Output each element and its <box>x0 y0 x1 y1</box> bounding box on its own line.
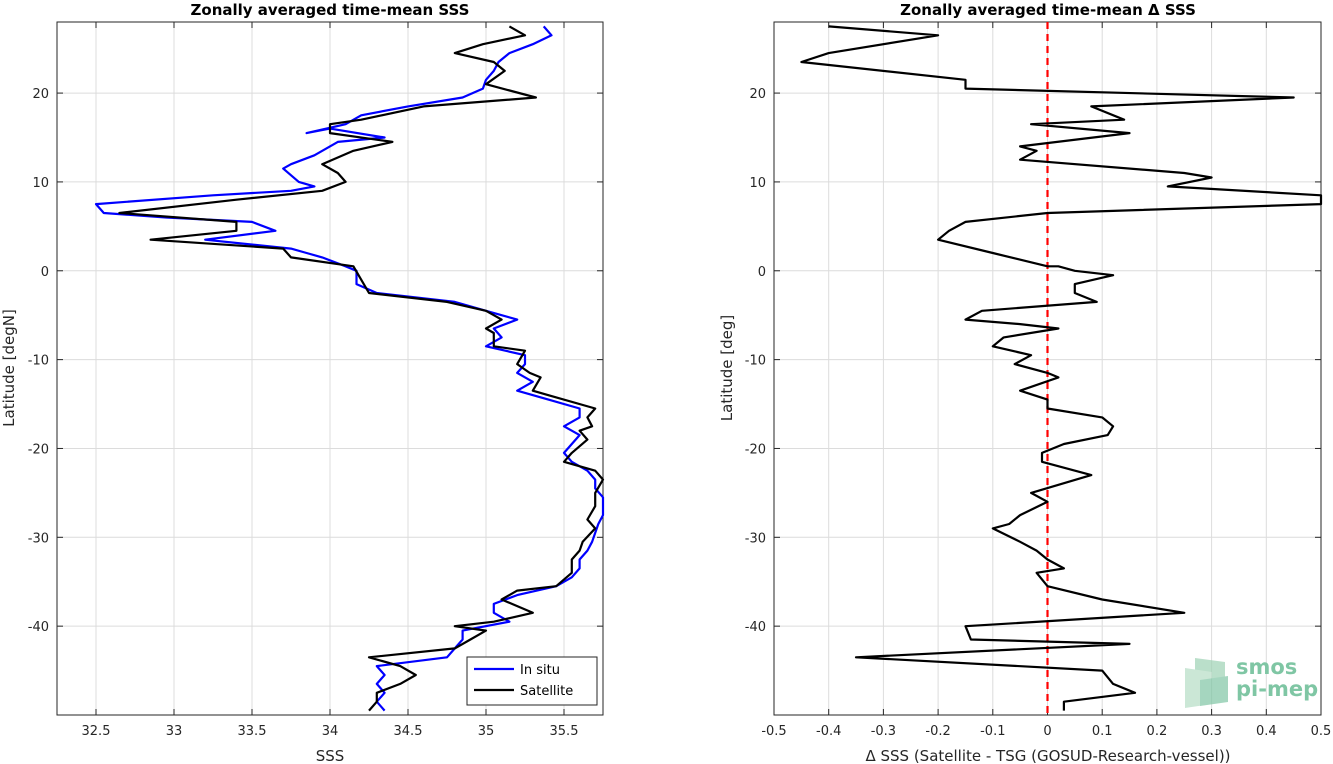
left-chart-title: Zonally averaged time-mean SSS <box>191 1 470 19</box>
right-chart-title: Zonally averaged time-mean Δ SSS <box>900 1 1196 19</box>
x-tick-label: 0.3 <box>1201 724 1222 739</box>
x-tick-label: -0.2 <box>925 724 950 739</box>
y-tick-label: -10 <box>745 354 766 369</box>
left-ticks: 32.5 33 33.5 34 34.5 35 35.5 20 10 0 -10 -20 -30 -40 <box>28 22 603 739</box>
y-tick-label: -40 <box>745 620 766 635</box>
y-tick-label: -20 <box>745 442 766 457</box>
x-tick-label: 0.2 <box>1147 724 1168 739</box>
x-tick-label: 0.4 <box>1256 724 1277 739</box>
x-tick-label: -0.1 <box>980 724 1005 739</box>
x-tick-label: 32.5 <box>82 724 111 739</box>
left-series <box>94 25 605 712</box>
right-chart: -0.5 -0.4 -0.3 -0.2 -0.1 0 0.1 0.2 0.3 0.4 0.5 20 10… <box>718 1 1331 764</box>
right-series <box>800 25 1323 711</box>
y-tick-label: -30 <box>28 531 49 546</box>
y-tick-label: -10 <box>28 354 49 369</box>
logo-text-pi-mep: pi-mep <box>1236 677 1318 701</box>
left-x-axis-label: SSS <box>316 747 345 764</box>
y-tick-label: 0 <box>41 265 49 280</box>
y-tick-label: 20 <box>32 87 49 102</box>
x-tick-label: 0 <box>1043 724 1051 739</box>
series-line-satellite <box>118 25 605 712</box>
legend-label-in-situ: In situ <box>520 663 560 678</box>
x-tick-label: 34 <box>322 724 339 739</box>
left-chart: 32.5 33 33.5 34 34.5 35 35.520100-10-20-30-40 … <box>0 1 605 764</box>
logo-text-smos: smos <box>1236 655 1297 679</box>
y-tick-label: 20 <box>749 87 766 102</box>
series-line-in-situ <box>94 25 605 712</box>
smos-pi-mep-logo: smos pi-mep <box>1185 655 1318 708</box>
series-line-0 <box>800 25 1323 711</box>
left-legend: In situ Satellite <box>466 656 598 706</box>
y-tick-label: -40 <box>28 620 49 635</box>
left-y-axis-label: Latitude [degN] <box>0 309 18 427</box>
x-tick-label: 33 <box>166 724 183 739</box>
y-tick-label: 10 <box>749 176 766 191</box>
y-tick-label: 0 <box>758 265 766 280</box>
right-ticks: -0.5 -0.4 -0.3 -0.2 -0.1 0 0.1 0.2 0.3 0.4 0.5 20 10… <box>745 22 1332 739</box>
x-tick-label: -0.5 <box>761 724 786 739</box>
x-tick-label: 33.5 <box>238 724 267 739</box>
y-tick-label: -30 <box>745 531 766 546</box>
logo-graphic-icon <box>1185 658 1228 708</box>
y-tick-label: 10 <box>32 176 49 191</box>
x-tick-label: -0.4 <box>816 724 841 739</box>
x-tick-label: 34.5 <box>394 724 423 739</box>
y-tick-label: -20 <box>28 442 49 457</box>
legend-label-satellite: Satellite <box>520 684 573 699</box>
x-tick-label: -0.3 <box>871 724 896 739</box>
right-y-axis-label: Latitude [deg] <box>718 315 736 421</box>
legend-box <box>466 656 598 706</box>
x-tick-label: 35.5 <box>550 724 579 739</box>
x-tick-label: 0.1 <box>1092 724 1113 739</box>
x-tick-label: 0.5 <box>1311 724 1332 739</box>
right-x-axis-label: Δ SSS (Satellite - TSG (GOSUD-Research-v… <box>865 747 1230 764</box>
left-grid <box>57 22 603 715</box>
x-tick-label: 35 <box>478 724 495 739</box>
